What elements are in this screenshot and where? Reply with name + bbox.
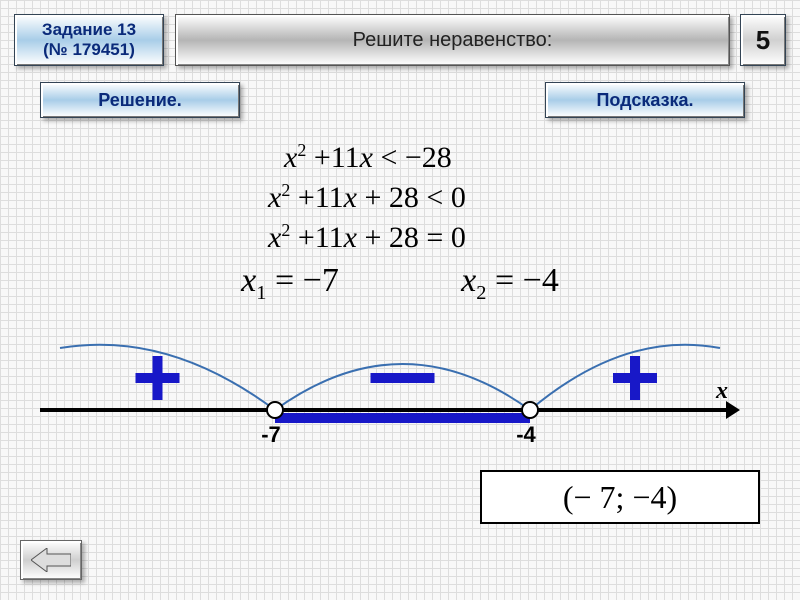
eq1-x2: x — [360, 141, 373, 174]
eq3-exp: 2 — [281, 220, 290, 240]
eq1-op: < — [380, 141, 397, 174]
equation-line-1: x2 +11x < −28 — [284, 140, 452, 175]
back-arrow-icon — [31, 548, 71, 572]
root2-sub: 2 — [476, 282, 486, 304]
eq1-exp: 2 — [297, 140, 306, 160]
eq3-rhs: 0 — [451, 221, 466, 254]
hint-label: Подсказка. — [596, 90, 693, 111]
task-line2: (№ 179451) — [43, 40, 135, 59]
eq1-coef: +11 — [314, 141, 360, 174]
eq2-coef: +11 — [298, 181, 344, 214]
hint-button[interactable]: Подсказка. — [545, 82, 745, 118]
title-bar: Решите неравенство: — [175, 14, 730, 66]
svg-text:-4: -4 — [516, 422, 536, 447]
solution-label: Решение. — [98, 90, 182, 111]
root1-sub: 1 — [256, 282, 266, 304]
title-text: Решите неравенство: — [353, 29, 553, 52]
equation-line-2: x2 +11x + 28 < 0 — [268, 180, 466, 215]
eq3-op: = — [426, 221, 443, 254]
eq2-x: x — [268, 181, 281, 214]
answer-box: (− 7; −4) — [480, 470, 760, 524]
task-line1: Задание 13 — [42, 20, 136, 39]
back-button[interactable] — [20, 540, 82, 580]
eq2-exp: 2 — [281, 180, 290, 200]
eq2-c: + 28 — [364, 181, 418, 214]
points-value: 5 — [756, 25, 770, 56]
eq2-rhs: 0 — [451, 181, 466, 214]
root2-x: x — [461, 262, 476, 299]
solution-button[interactable]: Решение. — [40, 82, 240, 118]
points-box: 5 — [740, 14, 786, 66]
root1-x: x — [241, 262, 256, 299]
eq3-x2: x — [344, 221, 357, 254]
roots-line: x1 = −7 x2 = −4 — [180, 262, 620, 305]
sign-diagram: -7 -4 x — [40, 310, 760, 470]
root1-val: = −7 — [275, 262, 339, 299]
equation-line-3: x2 +11x + 28 = 0 — [268, 220, 466, 255]
eq3-x: x — [268, 221, 281, 254]
root2-val: = −4 — [495, 262, 559, 299]
svg-text:x: x — [715, 378, 728, 404]
task-box: Задание 13 (№ 179451) — [14, 14, 164, 66]
eq2-op: < — [426, 181, 443, 214]
eq3-c: + 28 — [364, 221, 418, 254]
eq2-x2: x — [344, 181, 357, 214]
eq1-x: x — [284, 141, 297, 174]
svg-text:-7: -7 — [261, 422, 281, 447]
eq3-coef: +11 — [298, 221, 344, 254]
answer-text: (− 7; −4) — [563, 479, 677, 516]
eq1-rhs: −28 — [405, 141, 452, 174]
